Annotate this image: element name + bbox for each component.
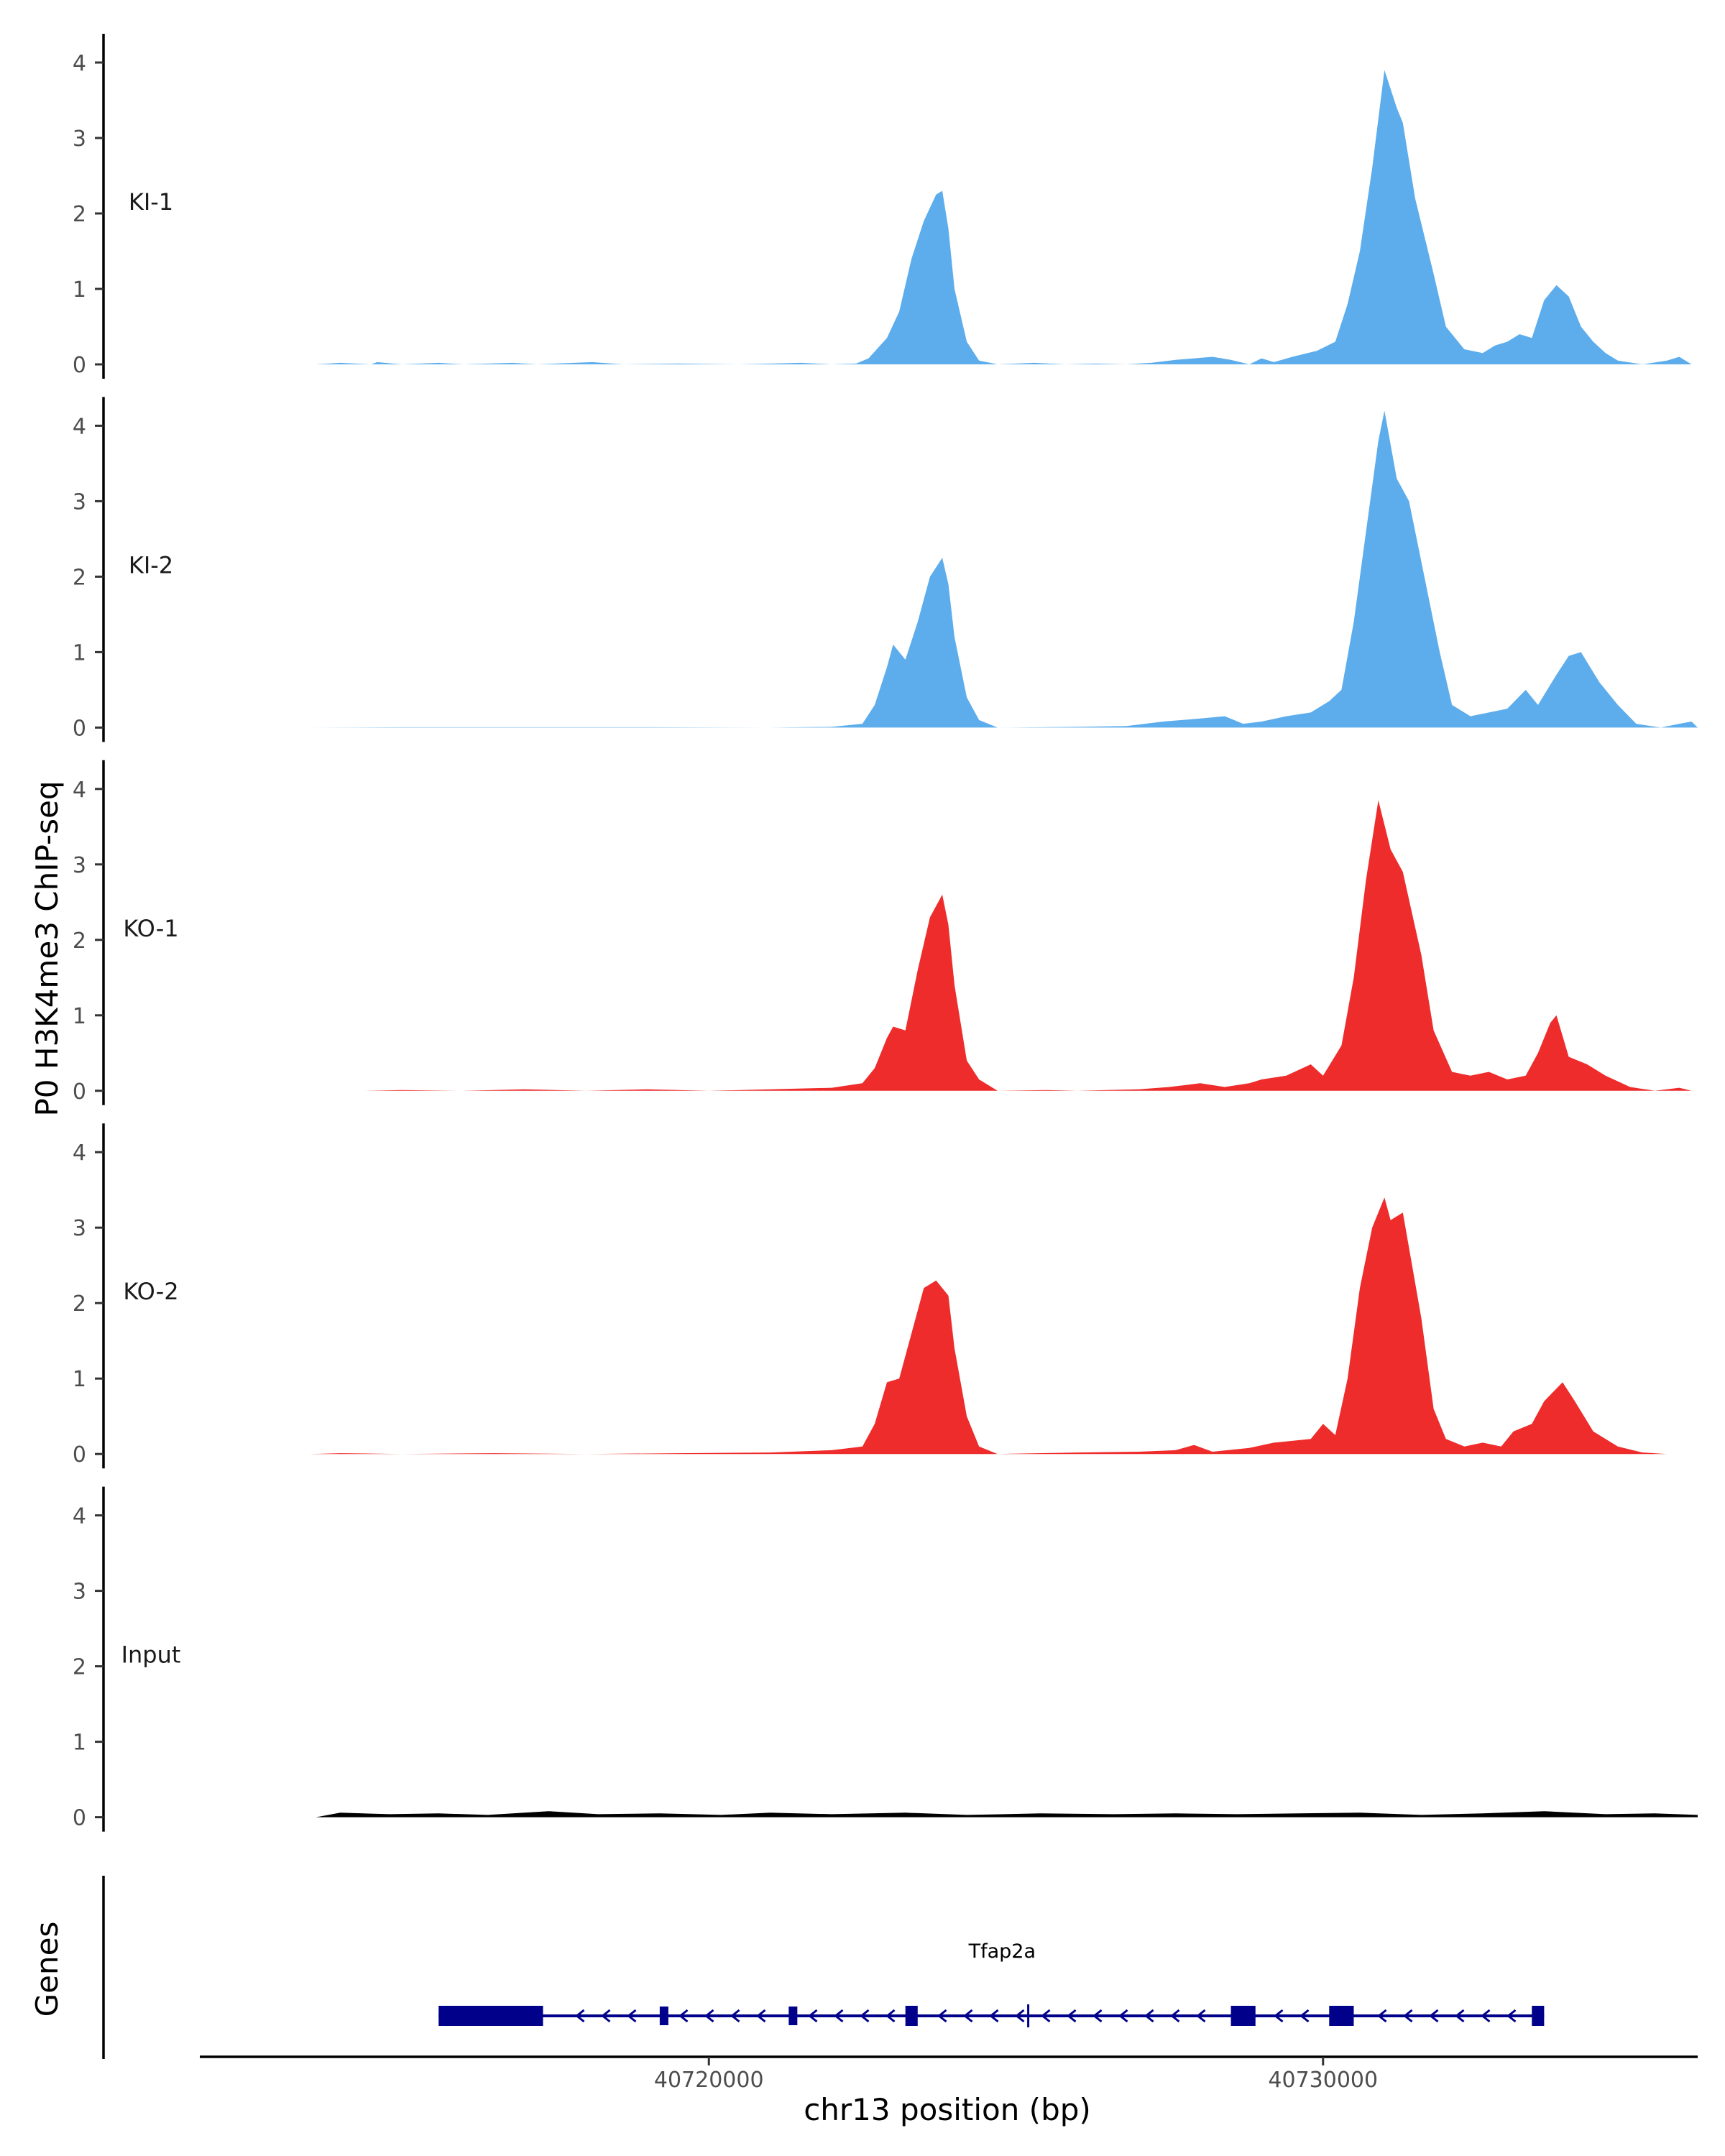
strand-arrow-26: [1403, 2009, 1413, 2023]
strand-arrow-15: [1015, 2009, 1025, 2023]
y-tick-label-ki-1-1: 1: [73, 277, 86, 303]
track-ko-2: 0 1 2 3 4 KO-2: [73, 1123, 1692, 1469]
y-tick-label-ki-2-1: 1: [73, 640, 86, 665]
y-tick-label-ko-1-2: 2: [73, 929, 86, 954]
y-tick-label-ko-2-2: 2: [73, 1291, 86, 1317]
y-tick-label-ki-2-0: 0: [73, 716, 86, 741]
y-tick-label-ko-1-4: 4: [73, 778, 86, 803]
y-tick-label-input-2: 2: [73, 1655, 86, 1680]
strand-arrow-9: [834, 2009, 844, 2023]
strand-arrow-29: [1481, 2009, 1491, 2023]
gene-exon-7: [1532, 2006, 1545, 2026]
strand-arrow-25: [1377, 2009, 1387, 2023]
track-ki-1: 0 1 2 3 4 KI-1: [73, 34, 1692, 379]
y-tick-label-ki-2-2: 2: [73, 565, 86, 590]
track-label-ki-2: KI-2: [129, 551, 173, 579]
y-tick-label-ko-2-3: 3: [73, 1216, 86, 1241]
coverage-tracks: 0 1 2 3 4 KI-1 0 1 2 3 4 KI-2 0 1 2 3 4 KO-1 0 1 2 3 4 KO-2 0 1 2 3…: [73, 34, 1698, 1832]
y-tick-label-ko-1-0: 0: [73, 1079, 86, 1105]
y-tick-label-ki-1-0: 0: [73, 353, 86, 378]
track-label-ko-1: KO-1: [123, 915, 178, 942]
coverage-area-input: [316, 1811, 1698, 1818]
strand-arrow-14: [989, 2009, 999, 2023]
coverage-area-ki-1: [316, 70, 1692, 364]
y-tick-label-ki-2-3: 3: [73, 489, 86, 515]
coverage-area-ki-2: [309, 410, 1698, 728]
x-axis: 40720000 40730000: [200, 2055, 1698, 2093]
track-ko-1: 0 1 2 3 4 KO-1: [73, 760, 1692, 1105]
strand-arrow-21: [1170, 2009, 1180, 2023]
strand-arrow-2: [601, 2009, 611, 2023]
track-input: 0 1 2 3 4 Input: [73, 1486, 1698, 1832]
y-tick-label-ko-1-1: 1: [73, 1004, 86, 1029]
strand-arrow-6: [730, 2009, 740, 2023]
track-label-ko-2: KO-2: [123, 1278, 178, 1305]
gene-label-tfap2a: Tfap2a: [968, 1940, 1036, 1963]
x-tick-label-40730000: 40730000: [1268, 2068, 1378, 2093]
y-tick-label-ki-1-3: 3: [73, 126, 86, 152]
strand-arrow-1: [575, 2009, 585, 2023]
gene-exon-2: [659, 2007, 668, 2025]
strand-arrow-12: [937, 2009, 947, 2023]
coverage-area-ko-2: [309, 1197, 1692, 1455]
strand-arrow-22: [1196, 2009, 1206, 2023]
y-tick-label-input-1: 1: [73, 1731, 86, 1756]
gene-exon-3: [788, 2007, 798, 2025]
strand-arrow-28: [1455, 2009, 1465, 2023]
y-tick-label-ki-1-2: 2: [73, 202, 86, 227]
gene-exon-1: [438, 2006, 543, 2026]
track-label-ki-1: KI-1: [129, 188, 173, 216]
strand-arrow-7: [756, 2009, 766, 2023]
y-tick-label-ko-2-0: 0: [73, 1442, 86, 1468]
strand-arrow-16: [1041, 2009, 1051, 2023]
strand-arrow-30: [1506, 2009, 1517, 2023]
strand-arrow-18: [1092, 2009, 1103, 2023]
strand-arrow-20: [1144, 2009, 1154, 2023]
y-tick-label-ko-2-1: 1: [73, 1367, 86, 1392]
track-ki-2: 0 1 2 3 4 KI-2: [73, 397, 1698, 742]
y-tick-label-ki-2-4: 4: [73, 414, 86, 439]
y-tick-label-ko-2-4: 4: [73, 1141, 86, 1166]
y-tick-label-input-3: 3: [73, 1580, 86, 1605]
gene-track: Tfap2a: [102, 1876, 1545, 2059]
strand-arrow-27: [1429, 2009, 1439, 2023]
gene-exon-4: [905, 2006, 918, 2026]
strand-arrow-17: [1067, 2009, 1077, 2023]
gene-exon-6: [1329, 2006, 1354, 2026]
strand-arrow-19: [1118, 2009, 1128, 2023]
strand-arrow-13: [963, 2009, 973, 2023]
y-tick-label-input-4: 4: [73, 1504, 86, 1529]
y-tick-label-ki-1-4: 4: [73, 51, 86, 76]
y-tick-label-input-0: 0: [73, 1806, 86, 1831]
strand-arrow-5: [704, 2009, 714, 2023]
x-axis-title: chr13 position (bp): [804, 2092, 1091, 2127]
x-tick-label-40720000: 40720000: [654, 2068, 764, 2093]
genes-axis-title: Genes: [29, 1922, 65, 2017]
strand-arrow-11: [886, 2009, 896, 2023]
y-tick-label-ko-1-3: 3: [73, 853, 86, 878]
coverage-area-ko-1: [364, 800, 1692, 1091]
y-axis-title: P0 H3K4me3 ChIP-seq: [29, 780, 65, 1116]
strand-arrow-23: [1274, 2009, 1284, 2023]
track-label-input: Input: [121, 1641, 181, 1669]
strand-arrow-8: [808, 2009, 818, 2023]
strand-arrow-3: [627, 2009, 637, 2023]
gene-exon-5: [1230, 2006, 1256, 2026]
strand-arrow-4: [678, 2009, 689, 2023]
strand-arrow-24: [1300, 2009, 1310, 2023]
strand-arrow-10: [860, 2009, 870, 2023]
